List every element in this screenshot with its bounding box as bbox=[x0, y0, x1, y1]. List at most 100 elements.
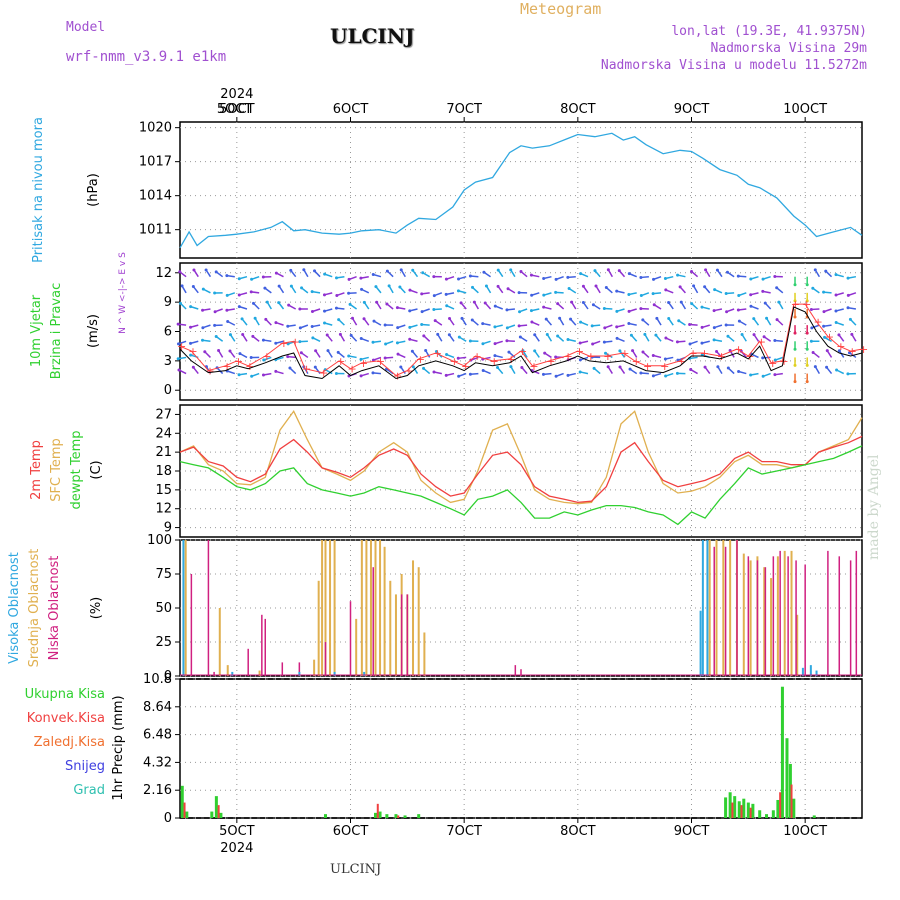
gust-marker: + bbox=[859, 343, 868, 356]
wind-arrow-head bbox=[627, 322, 631, 326]
low-cloud-bar bbox=[795, 560, 797, 676]
wind-arrow-head bbox=[813, 268, 817, 272]
wind-arrow-head bbox=[541, 372, 545, 376]
gust-marker: + bbox=[490, 355, 499, 368]
wind-arrow-head bbox=[326, 349, 330, 353]
wind-arrow-head bbox=[310, 325, 314, 329]
mid-cloud-bar bbox=[374, 540, 377, 676]
wind-arrow-head bbox=[603, 326, 607, 330]
wind-arrow-head bbox=[761, 374, 765, 378]
wind-arrow-head bbox=[420, 292, 424, 296]
wind-arrow-head bbox=[360, 287, 364, 291]
wind-arrow-head bbox=[371, 358, 375, 362]
total-precip-bar bbox=[180, 785, 184, 818]
y-tick-label: 9 bbox=[164, 295, 172, 310]
y-tick-label: 6.48 bbox=[143, 728, 172, 743]
wind-arrow-head bbox=[846, 372, 850, 376]
model-name: wrf-nmm_v3.9.1 e1km bbox=[66, 49, 227, 65]
wind-arrow-head bbox=[456, 289, 460, 293]
wind-arrow-head bbox=[655, 316, 659, 320]
wind-arrow-head bbox=[593, 269, 597, 273]
wind-arrow-head bbox=[848, 317, 852, 321]
total-precip-bar bbox=[742, 798, 746, 818]
wind-arrow-head bbox=[264, 317, 268, 321]
wind-arrow-head bbox=[837, 333, 841, 337]
wind-arrow-head bbox=[253, 316, 257, 320]
wind-arrow-head bbox=[651, 354, 655, 358]
y-tick-label: 18 bbox=[155, 464, 172, 479]
mid-cloud-bar bbox=[313, 659, 316, 676]
wind-arrow-head bbox=[813, 365, 817, 369]
wind-arrow-head bbox=[359, 337, 363, 341]
low-cloud-bar bbox=[400, 594, 403, 676]
wind-arrow-head bbox=[716, 365, 720, 369]
wind-arrow-head bbox=[432, 370, 436, 374]
top-year-label: 2024 bbox=[220, 87, 253, 102]
wind-arrow-head bbox=[225, 274, 229, 278]
wind-arrow-head bbox=[493, 354, 497, 358]
wind-arrow-head bbox=[652, 303, 656, 307]
total-precip-bar bbox=[724, 797, 728, 818]
y-tick-label: 0 bbox=[164, 811, 172, 826]
wind-arrow-head bbox=[191, 285, 195, 289]
y-tick-label: 100 bbox=[147, 533, 172, 548]
gust-marker: + bbox=[689, 347, 698, 360]
wind-arrow-head bbox=[411, 365, 415, 369]
wind-arrow-head bbox=[847, 351, 851, 355]
gust-marker: + bbox=[188, 345, 197, 358]
conv-precip-bar bbox=[779, 792, 782, 818]
wind-arrow-head bbox=[627, 309, 631, 313]
wind-arrow-head bbox=[481, 368, 485, 372]
wind-arrow-head bbox=[457, 335, 461, 339]
wind-arrow-head bbox=[805, 299, 809, 303]
wind-arrow-head bbox=[371, 273, 375, 277]
wind-arrow-head bbox=[676, 273, 680, 277]
wind-arrow-head bbox=[846, 306, 850, 310]
total-precip-bar bbox=[792, 798, 796, 818]
conv-precip-bar bbox=[217, 805, 220, 818]
wind-arrow-head bbox=[809, 339, 813, 343]
conv-precip-bar bbox=[397, 815, 400, 818]
total-precip-bar bbox=[737, 801, 741, 818]
wind-arrow-head bbox=[834, 321, 838, 325]
gust-marker: + bbox=[660, 360, 669, 373]
precip-legend-4: Snijeg bbox=[65, 759, 105, 774]
wind-arrow-head bbox=[225, 293, 229, 297]
y-tick-label: 24 bbox=[155, 426, 172, 441]
mid-cloud-bar bbox=[796, 614, 799, 676]
wind-arrow-head bbox=[775, 286, 779, 290]
gust-marker: + bbox=[757, 335, 766, 348]
model-label: Model bbox=[66, 20, 106, 35]
wind-arrow-head bbox=[651, 292, 655, 296]
total-precip-bar bbox=[771, 810, 775, 818]
wind-arrow-head bbox=[287, 303, 291, 307]
wind-arrow-head bbox=[822, 310, 826, 314]
mid-cloud-bar bbox=[365, 540, 368, 676]
conv-precip-bar bbox=[376, 803, 379, 818]
wind-arrow-head bbox=[493, 325, 497, 329]
wind-arrow-head bbox=[606, 268, 610, 272]
top-date-label: 9OCT bbox=[674, 102, 710, 117]
wind-arrow-head bbox=[338, 332, 342, 336]
total-precip-bar bbox=[728, 792, 732, 818]
total-precip-bar bbox=[219, 812, 223, 818]
conv-precip-bar bbox=[749, 807, 752, 818]
wind-arrow-head bbox=[692, 284, 696, 288]
wind-arrow-head bbox=[554, 277, 558, 281]
wind-arrow-head bbox=[396, 352, 400, 356]
dewpoint-line bbox=[179, 445, 863, 526]
wind-arrow-head bbox=[213, 310, 217, 314]
total-precip-bar bbox=[378, 811, 382, 818]
mid-cloud-bar bbox=[722, 540, 725, 676]
wind-arrow-head bbox=[228, 333, 232, 337]
wind-arrow-head bbox=[773, 358, 777, 362]
low-cloud-bar bbox=[827, 550, 829, 676]
high-cloud-bar bbox=[182, 540, 185, 676]
high-cloud-bar bbox=[231, 671, 234, 676]
wind-arrow-head bbox=[334, 306, 338, 310]
wind-arrow-head bbox=[740, 332, 744, 336]
gust-marker: + bbox=[245, 360, 254, 373]
wind-arrow-head bbox=[481, 322, 485, 326]
wind-arrow-head bbox=[180, 284, 184, 288]
wind-arrow-head bbox=[189, 341, 193, 345]
